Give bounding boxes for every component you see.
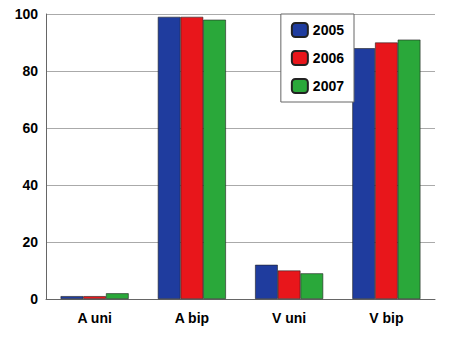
svg-text:60: 60 (22, 120, 38, 136)
svg-text:A bip: A bip (175, 310, 209, 326)
svg-text:2007: 2007 (313, 78, 344, 94)
svg-text:40: 40 (22, 177, 38, 193)
svg-text:A uni: A uni (77, 310, 111, 326)
svg-text:2005: 2005 (313, 22, 344, 38)
svg-text:V uni: V uni (272, 310, 306, 326)
svg-text:20: 20 (22, 234, 38, 250)
svg-text:2006: 2006 (313, 50, 344, 66)
svg-text:0: 0 (30, 291, 38, 307)
svg-text:100: 100 (15, 6, 39, 22)
svg-text:V bip: V bip (369, 310, 403, 326)
svg-text:80: 80 (22, 63, 38, 79)
